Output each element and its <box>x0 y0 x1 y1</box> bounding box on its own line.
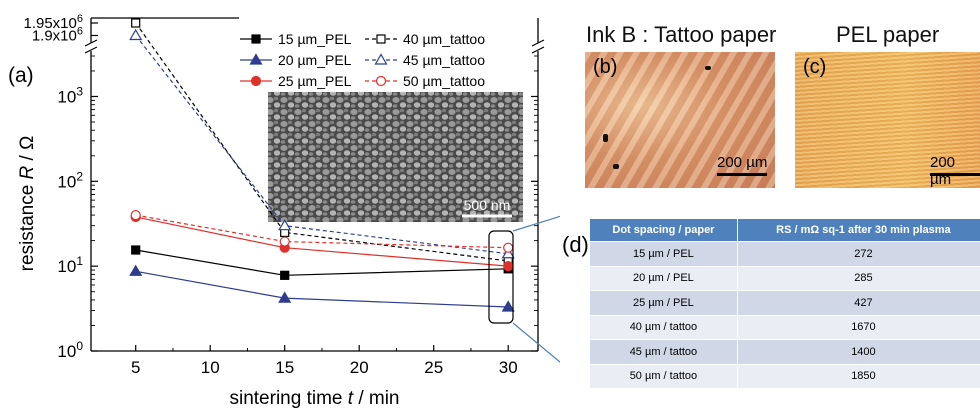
right-axis-break <box>531 39 545 54</box>
table-cell-spacing: 15 µm / PEL <box>590 241 738 266</box>
tattoo-scale-bar <box>717 173 767 176</box>
table-cell-rs: 285 <box>737 265 980 291</box>
data-point <box>129 264 143 276</box>
series-line <box>135 22 509 262</box>
table-row: 25 µm / PEL 427 <box>590 290 980 315</box>
legend-marker <box>374 53 388 65</box>
data-point <box>503 242 514 253</box>
legend-label: 45 µm_tattoo <box>403 52 485 68</box>
left-axis-break <box>84 39 98 54</box>
x-tick-label: 20 <box>350 358 369 377</box>
table-row: 45 µm / tattoo 1400 <box>590 339 980 364</box>
legend-label: 15 µm_PEL <box>278 31 352 47</box>
panel-label-c: (c) <box>803 56 827 78</box>
legend-label: 20 µm_PEL <box>278 52 352 68</box>
x-tick-label: 30 <box>499 358 518 377</box>
pel-photo-title: PEL paper <box>836 22 940 47</box>
connector-line-top <box>512 215 560 232</box>
table-cell-rs: 1670 <box>737 314 980 340</box>
connector-line-bottom <box>512 322 560 363</box>
y-break-tick-label: 1.9x106 <box>32 26 83 45</box>
data-point <box>130 209 141 221</box>
x-tick-label: 5 <box>131 358 140 377</box>
y-break-tick-label: 1.95x106 <box>23 13 83 32</box>
data-point <box>131 245 141 255</box>
panel-label-d: (d) <box>562 232 589 257</box>
y-tick-label: 100 <box>57 339 83 361</box>
table-cell-rs: 272 <box>737 241 980 266</box>
table-cell-rs: 1850 <box>737 363 980 388</box>
sem-scale-label: 500 nm <box>464 197 511 213</box>
tattoo-photo-title: Ink B : Tattoo paper <box>586 22 777 47</box>
y-tick-label: 103 <box>57 84 83 106</box>
table-cell-spacing: 40 µm / tattoo <box>590 314 738 340</box>
sem-inset-image <box>268 92 523 222</box>
legend-marker <box>376 34 386 44</box>
series-line <box>135 216 509 267</box>
pel-paper-micrograph: (c) 200 µm <box>795 52 980 188</box>
highlight-box <box>488 230 514 324</box>
tattoo-scale-label: 200 µm <box>717 154 768 171</box>
data-point <box>129 28 143 41</box>
y-tick-label: 102 <box>57 169 83 191</box>
table-cell-rs: 427 <box>737 290 980 315</box>
legend-marker <box>249 53 263 65</box>
y-tick-label: 101 <box>57 254 83 276</box>
x-tick-label: 10 <box>201 358 220 377</box>
x-tick-label: 25 <box>424 358 443 377</box>
table-cell-spacing: 45 µm / tattoo <box>590 339 738 364</box>
series-layer <box>129 18 515 312</box>
data-point <box>131 18 141 28</box>
sheet-resistance-table: Dot spacing / paper RS / mΩ sq-1 after 3… <box>590 219 980 388</box>
x-axis-label: sintering time t / min <box>229 388 399 409</box>
table-row: 50 µm / tattoo 1850 <box>590 363 980 388</box>
legend-marker <box>375 75 387 87</box>
table-cell-spacing: 20 µm / PEL <box>590 265 738 291</box>
panel-label-b: (b) <box>593 56 618 78</box>
data-point <box>503 261 514 272</box>
table-cell-rs: 1400 <box>737 339 980 364</box>
series-line <box>135 214 509 249</box>
table-cell-spacing: 50 µm / tattoo <box>590 363 738 388</box>
data-point <box>501 300 515 312</box>
table-header-rs: RS / mΩ sq-1 after 30 min plasma <box>737 219 980 242</box>
legend-marker <box>251 34 261 44</box>
legend-label: 50 µm_tattoo <box>403 73 485 89</box>
series-line <box>135 270 509 308</box>
table-row: 15 µm / PEL 272 <box>590 241 980 266</box>
y-axis-label: resistance R / Ω <box>17 136 38 272</box>
data-point <box>501 247 515 259</box>
series-line <box>135 249 509 276</box>
legend-marker <box>250 75 262 87</box>
legend-label: 25 µm_PEL <box>278 73 352 89</box>
data-point <box>278 291 292 303</box>
data-point <box>279 236 290 247</box>
data-point <box>280 270 290 280</box>
tattoo-paper-micrograph: (b) 200 µm <box>585 52 775 188</box>
panel-label-a: (a) <box>8 64 34 87</box>
x-tick-label: 15 <box>275 358 294 377</box>
table-cell-spacing: 25 µm / PEL <box>590 290 738 315</box>
table-row: 20 µm / PEL 285 <box>590 265 980 291</box>
data-point <box>278 218 292 231</box>
pel-scale-label: 200 µm <box>930 154 956 188</box>
table-row: 40 µm / tattoo 1670 <box>590 314 980 340</box>
pel-scale-bar <box>930 173 980 176</box>
table-header-spacing: Dot spacing / paper <box>590 219 738 242</box>
legend-label: 40 µm_tattoo <box>403 31 485 47</box>
